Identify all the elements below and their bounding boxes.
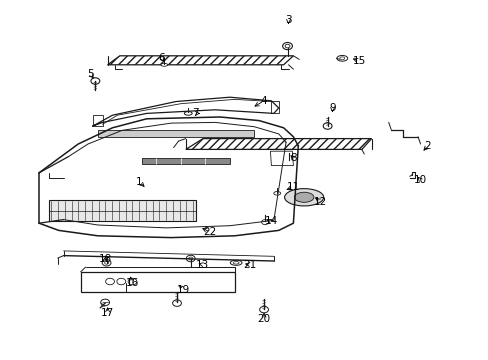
Text: 8: 8 [289, 153, 296, 163]
Text: 18: 18 [98, 254, 112, 264]
Text: 21: 21 [243, 260, 257, 270]
Circle shape [117, 278, 125, 285]
Circle shape [128, 278, 137, 285]
Ellipse shape [336, 55, 347, 61]
Circle shape [101, 299, 109, 306]
Circle shape [285, 44, 289, 48]
Ellipse shape [161, 63, 167, 66]
Text: 4: 4 [260, 96, 267, 106]
Ellipse shape [273, 192, 280, 195]
Text: 3: 3 [285, 15, 291, 25]
Circle shape [286, 159, 290, 162]
Circle shape [172, 300, 181, 306]
Text: 14: 14 [264, 216, 278, 226]
Ellipse shape [184, 112, 192, 115]
Circle shape [105, 278, 114, 285]
Text: 12: 12 [313, 197, 326, 207]
Circle shape [261, 220, 268, 225]
Text: 22: 22 [203, 227, 217, 237]
Text: 6: 6 [158, 53, 164, 63]
Circle shape [102, 260, 111, 266]
Polygon shape [98, 130, 254, 137]
Circle shape [188, 257, 192, 260]
Text: 17: 17 [101, 308, 114, 318]
Text: 13: 13 [196, 260, 209, 270]
Polygon shape [81, 272, 234, 292]
Text: 10: 10 [413, 175, 426, 185]
Text: 7: 7 [192, 108, 199, 118]
Text: 16: 16 [125, 278, 139, 288]
Polygon shape [270, 151, 293, 166]
Text: 19: 19 [176, 285, 190, 295]
Ellipse shape [294, 192, 313, 202]
Polygon shape [93, 115, 102, 126]
Circle shape [259, 306, 268, 313]
Polygon shape [271, 101, 278, 113]
Text: 9: 9 [328, 103, 335, 113]
Text: 5: 5 [87, 69, 94, 79]
Polygon shape [142, 158, 229, 164]
Circle shape [91, 78, 100, 84]
Ellipse shape [284, 189, 323, 206]
Circle shape [284, 158, 292, 164]
Polygon shape [49, 200, 195, 221]
Text: 2: 2 [424, 141, 430, 151]
Circle shape [104, 261, 108, 264]
Circle shape [282, 42, 292, 50]
Circle shape [186, 255, 195, 262]
Text: 20: 20 [257, 314, 270, 324]
Text: 1: 1 [136, 177, 142, 187]
Text: 15: 15 [352, 56, 366, 66]
Circle shape [323, 123, 331, 129]
Text: 11: 11 [286, 182, 300, 192]
Ellipse shape [230, 260, 242, 265]
